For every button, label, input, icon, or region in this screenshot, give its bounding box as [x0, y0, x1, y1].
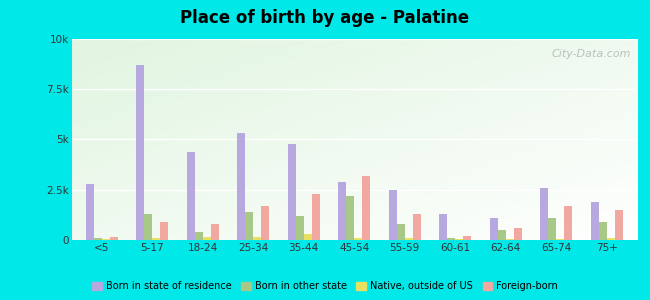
Bar [564, 206, 573, 240]
Bar [110, 237, 118, 240]
Bar [261, 206, 270, 240]
Bar [346, 196, 354, 240]
Bar [540, 188, 548, 240]
Bar [338, 182, 346, 240]
Bar [498, 230, 506, 240]
Legend: Born in state of residence, Born in other state, Native, outside of US, Foreign-: Born in state of residence, Born in othe… [88, 278, 562, 295]
Bar [396, 224, 405, 240]
Bar [354, 238, 362, 240]
Bar [161, 222, 168, 240]
Bar [548, 218, 556, 240]
Bar [254, 237, 261, 240]
Bar [211, 224, 219, 240]
Bar [591, 202, 599, 240]
Bar [304, 234, 312, 240]
Bar [144, 214, 152, 240]
Bar [152, 238, 161, 240]
Bar [615, 210, 623, 240]
Bar [413, 214, 421, 240]
Bar [439, 214, 447, 240]
Bar [447, 238, 455, 240]
Bar [506, 239, 514, 240]
Text: Place of birth by age - Palatine: Place of birth by age - Palatine [181, 9, 469, 27]
Bar [463, 236, 471, 240]
Bar [606, 238, 615, 240]
Bar [312, 194, 320, 240]
Text: City-Data.com: City-Data.com [552, 49, 631, 59]
Bar [203, 237, 211, 240]
Bar [599, 222, 606, 240]
Bar [187, 152, 195, 240]
Bar [405, 238, 413, 240]
Bar [195, 232, 203, 240]
Bar [556, 239, 564, 240]
Bar [94, 238, 102, 240]
Bar [489, 218, 498, 240]
Bar [136, 65, 144, 240]
Bar [389, 190, 396, 240]
Bar [102, 239, 110, 240]
Bar [245, 212, 254, 240]
Bar [86, 184, 94, 240]
Bar [514, 228, 522, 240]
Bar [296, 216, 304, 240]
Bar [237, 134, 245, 240]
Bar [287, 143, 296, 240]
Bar [455, 239, 463, 240]
Bar [362, 176, 370, 240]
